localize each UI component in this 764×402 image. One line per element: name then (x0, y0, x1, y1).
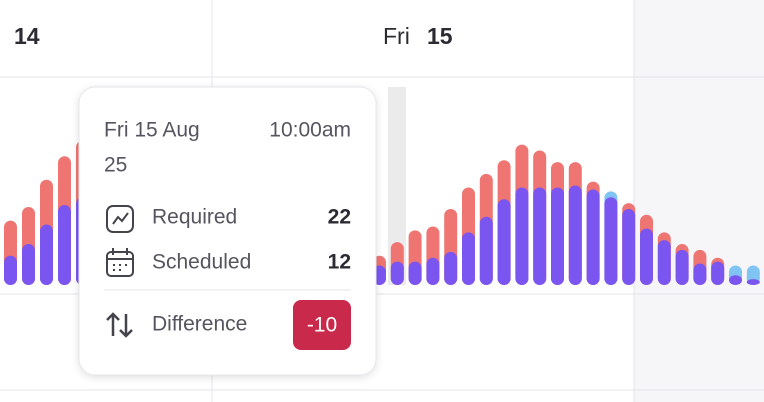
bar (533, 187, 547, 285)
bar (746, 279, 760, 285)
weekday: Fri (383, 23, 410, 49)
row-label: Difference (152, 313, 247, 336)
bar (711, 261, 725, 285)
difference-badge (293, 300, 351, 350)
scheduled-icon (106, 248, 134, 277)
bar (497, 199, 511, 285)
day-number: 14 (14, 23, 40, 49)
bar (462, 232, 475, 285)
tooltip-date: Fri 15 Aug (104, 119, 200, 142)
bar (40, 224, 53, 285)
bar (657, 240, 671, 285)
bar (640, 228, 653, 285)
required-icon (106, 205, 134, 233)
row-value: 12 (328, 251, 351, 274)
difference-icon (106, 312, 133, 338)
bar (426, 257, 440, 285)
bar (408, 261, 422, 285)
bar (568, 185, 582, 285)
day-number: 15 (427, 23, 453, 49)
bar (729, 275, 742, 285)
bar (444, 251, 458, 285)
next-day-bg (634, 0, 764, 402)
row-label: Required (152, 206, 237, 229)
row-value: 22 (328, 206, 351, 229)
bar (479, 216, 493, 285)
bar (604, 197, 618, 285)
bar (515, 187, 529, 285)
bar (622, 208, 636, 285)
tooltip: Fri 15 Aug 10:00am 25 Required 22 Schedu… (78, 86, 377, 376)
hover-column (388, 87, 406, 285)
bar (693, 263, 707, 285)
bar (4, 255, 17, 285)
bar (675, 249, 689, 285)
bar (586, 189, 600, 285)
row-value: -10 (307, 314, 337, 337)
bar (551, 187, 564, 285)
row-label: Scheduled (152, 251, 251, 274)
bar (58, 205, 71, 285)
tooltip-time: 10:00am (269, 119, 351, 142)
bar (390, 261, 404, 285)
tooltip-year: 25 (104, 154, 127, 177)
bar (22, 244, 35, 285)
